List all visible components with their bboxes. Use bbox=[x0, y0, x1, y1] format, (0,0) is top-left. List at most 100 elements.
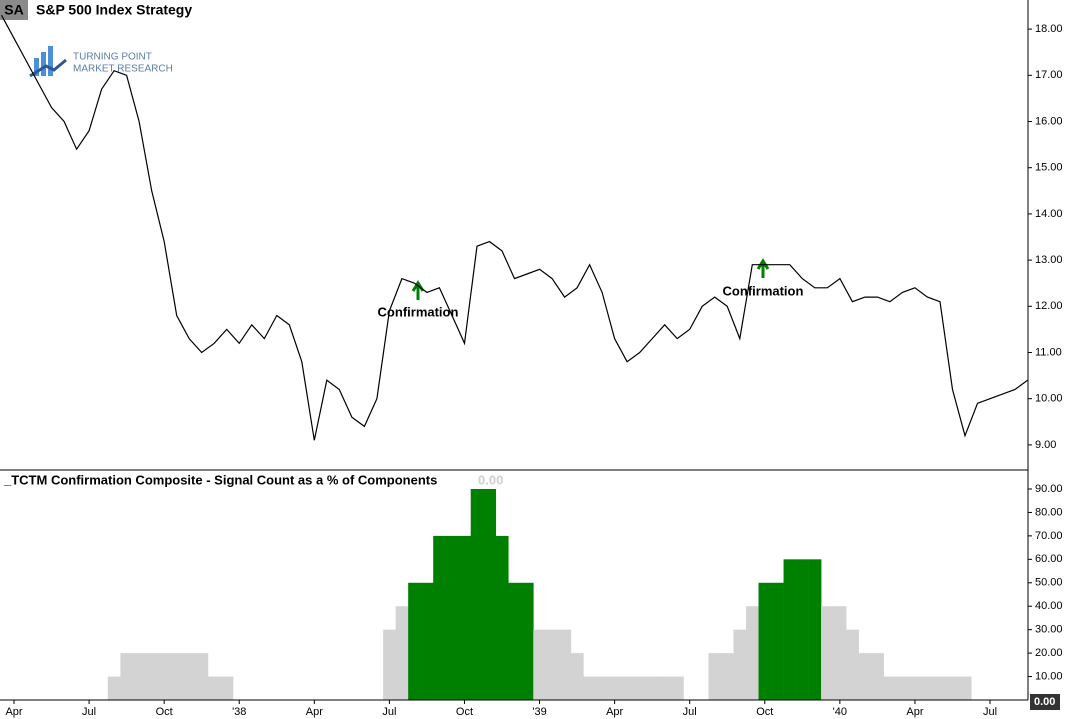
y-tick-label: 30.00 bbox=[1035, 624, 1063, 636]
x-tick-label: Jul bbox=[983, 706, 997, 718]
bar bbox=[520, 582, 534, 700]
price-line bbox=[0, 14, 1028, 441]
y-tick-label: 60.00 bbox=[1035, 553, 1063, 565]
logo: TURNING POINT MARKET RESEARCH bbox=[29, 46, 173, 78]
bar bbox=[771, 582, 784, 700]
y-tick-label: 12.00 bbox=[1035, 300, 1063, 312]
bar bbox=[420, 582, 434, 700]
x-tick-label: Apr bbox=[5, 706, 22, 718]
bar bbox=[107, 676, 121, 700]
y-tick-label: 70.00 bbox=[1035, 530, 1063, 542]
y-tick-label: 10.00 bbox=[1035, 670, 1063, 682]
bar bbox=[145, 653, 159, 700]
bar bbox=[583, 676, 597, 700]
y-tick-label: 90.00 bbox=[1035, 483, 1063, 495]
bar bbox=[720, 653, 734, 700]
y-tick-label: 14.00 bbox=[1035, 208, 1063, 220]
bar bbox=[645, 676, 659, 700]
y-tick-label: 17.00 bbox=[1035, 69, 1063, 81]
annotation: Confirmation bbox=[723, 283, 804, 298]
x-tick-label: Apr bbox=[306, 706, 323, 718]
bar bbox=[633, 676, 647, 700]
bar bbox=[883, 676, 897, 700]
logo-bar bbox=[41, 52, 46, 76]
x-tick-label: Oct bbox=[756, 706, 773, 718]
last-value-box bbox=[1030, 694, 1060, 710]
bar bbox=[182, 653, 196, 700]
y-tick-label: 13.00 bbox=[1035, 254, 1063, 266]
x-tick-label: '40 bbox=[833, 706, 847, 718]
symbol-box bbox=[0, 0, 28, 20]
y-tick-label: 40.00 bbox=[1035, 600, 1063, 612]
bar bbox=[195, 653, 209, 700]
bar bbox=[495, 535, 509, 700]
last-value: 0.00 bbox=[478, 472, 503, 487]
x-tick-label: Jul bbox=[683, 706, 697, 718]
signal-arrow bbox=[756, 258, 770, 278]
bar bbox=[132, 653, 146, 700]
bar bbox=[896, 676, 909, 700]
bar bbox=[383, 629, 396, 700]
bar bbox=[483, 489, 497, 700]
bar bbox=[220, 676, 234, 700]
y-tick-label: 11.00 bbox=[1035, 346, 1062, 358]
x-tick-label: '39 bbox=[532, 706, 546, 718]
chart-title: S&P 500 Index Strategy bbox=[36, 2, 192, 18]
bar bbox=[570, 653, 584, 700]
last-value: 0.00 bbox=[1034, 696, 1055, 708]
bar bbox=[445, 535, 459, 700]
bar bbox=[658, 676, 672, 700]
bar bbox=[620, 676, 634, 700]
bar bbox=[670, 676, 684, 700]
panel-title: _TCTM Confirmation Composite - Signal Co… bbox=[3, 472, 437, 487]
bar bbox=[545, 629, 559, 700]
annotation: Confirmation bbox=[378, 304, 459, 319]
logo-bar bbox=[48, 46, 53, 76]
bar bbox=[783, 559, 797, 700]
bar bbox=[120, 653, 134, 700]
y-tick-label: 18.00 bbox=[1035, 23, 1063, 35]
bar bbox=[508, 582, 522, 700]
bar bbox=[933, 676, 947, 700]
logo-text: MARKET RESEARCH bbox=[73, 64, 173, 75]
bar bbox=[908, 676, 922, 700]
y-tick-label: 10.00 bbox=[1035, 393, 1063, 405]
y-tick-label: 9.00 bbox=[1035, 439, 1056, 451]
bar bbox=[458, 535, 472, 700]
symbol: SA bbox=[4, 2, 23, 18]
logo-text: TURNING POINT bbox=[73, 52, 152, 63]
y-tick-label: 20.00 bbox=[1035, 647, 1063, 659]
bar bbox=[758, 582, 772, 700]
bar bbox=[157, 653, 171, 700]
x-tick-label: '38 bbox=[232, 706, 246, 718]
bar bbox=[470, 489, 484, 700]
bar bbox=[833, 606, 847, 700]
bar bbox=[433, 535, 447, 700]
x-tick-label: Oct bbox=[456, 706, 473, 718]
y-tick-label: 15.00 bbox=[1035, 162, 1063, 174]
bar bbox=[808, 559, 822, 700]
x-tick-label: Apr bbox=[606, 706, 623, 718]
bar bbox=[821, 606, 834, 700]
bar bbox=[921, 676, 935, 700]
x-tick-label: Oct bbox=[156, 706, 173, 718]
bar bbox=[871, 653, 884, 700]
bar bbox=[708, 653, 722, 700]
bar bbox=[608, 676, 622, 700]
x-tick-label: Jul bbox=[382, 706, 396, 718]
bar bbox=[533, 629, 547, 700]
x-tick-label: Apr bbox=[906, 706, 923, 718]
logo-bar bbox=[34, 58, 39, 76]
bar bbox=[858, 653, 872, 700]
bar bbox=[408, 582, 421, 700]
x-tick-label: Jul bbox=[82, 706, 96, 718]
bar bbox=[796, 559, 809, 700]
bar bbox=[170, 653, 184, 700]
bar bbox=[746, 606, 759, 700]
logo-arrow bbox=[29, 58, 67, 78]
bar bbox=[733, 629, 747, 700]
y-tick-label: 16.00 bbox=[1035, 115, 1063, 127]
bar bbox=[207, 676, 221, 700]
bar bbox=[946, 676, 960, 700]
